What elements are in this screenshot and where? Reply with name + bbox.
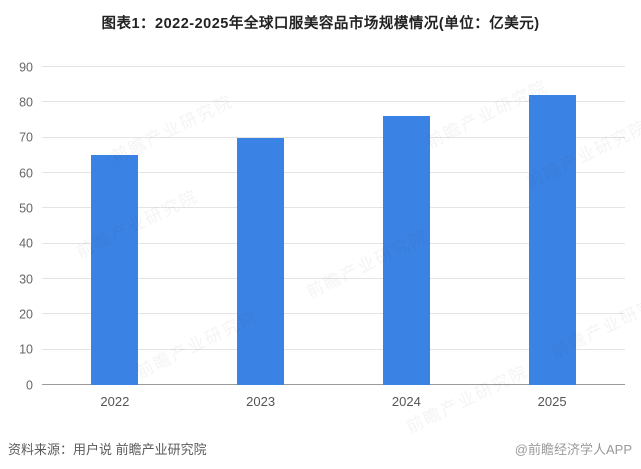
x-axis-line [42,384,625,385]
x-axis-tick-label: 2024 [391,394,421,409]
gridline [42,313,625,315]
x-axis-tick-label: 2023 [246,394,276,409]
source-text: 资料来源：用户说 前瞻产业研究院 [8,442,207,457]
chart-footer: 资料来源：用户说 前瞻产业研究院 @前瞻经济学人APP [8,439,632,458]
gridline [42,278,625,279]
gridline [42,136,625,138]
gridline [42,348,625,350]
y-axis-tick-label: 10 [19,342,33,357]
y-axis-tick-label: 30 [19,271,33,286]
y-axis-tick-label: 0 [26,377,33,392]
y-axis-tick-label: 90 [19,59,33,74]
y-axis-tick-label: 70 [19,130,33,145]
gridline [42,66,625,67]
y-axis-tick-label: 40 [19,236,33,251]
bar-2024 [382,116,430,385]
bar-2023 [237,137,285,385]
gridline [42,207,625,209]
gridline [42,242,625,244]
x-axis-tick-label: 2022 [100,394,130,409]
bar-2022 [91,155,139,385]
gridline [42,101,625,103]
y-axis-tick-label: 20 [19,307,33,322]
chart-title: 图表1：2022-2025年全球口服美容品市场规模情况(单位：亿美元) [101,16,540,32]
bar-chart-plot-area: 0 10 20 30 40 50 60 70 80 90 2022 2023 2024 2025 [19,61,625,409]
credit-text: @前瞻经济学人APP [514,442,632,457]
y-axis-tick-label: 80 [19,95,33,110]
y-axis-tick-label: 60 [19,165,33,180]
gridline [42,172,625,173]
y-axis-tick-label: 50 [19,201,33,216]
x-axis-tick-label: 2025 [537,394,567,409]
bar-2025 [528,95,576,385]
